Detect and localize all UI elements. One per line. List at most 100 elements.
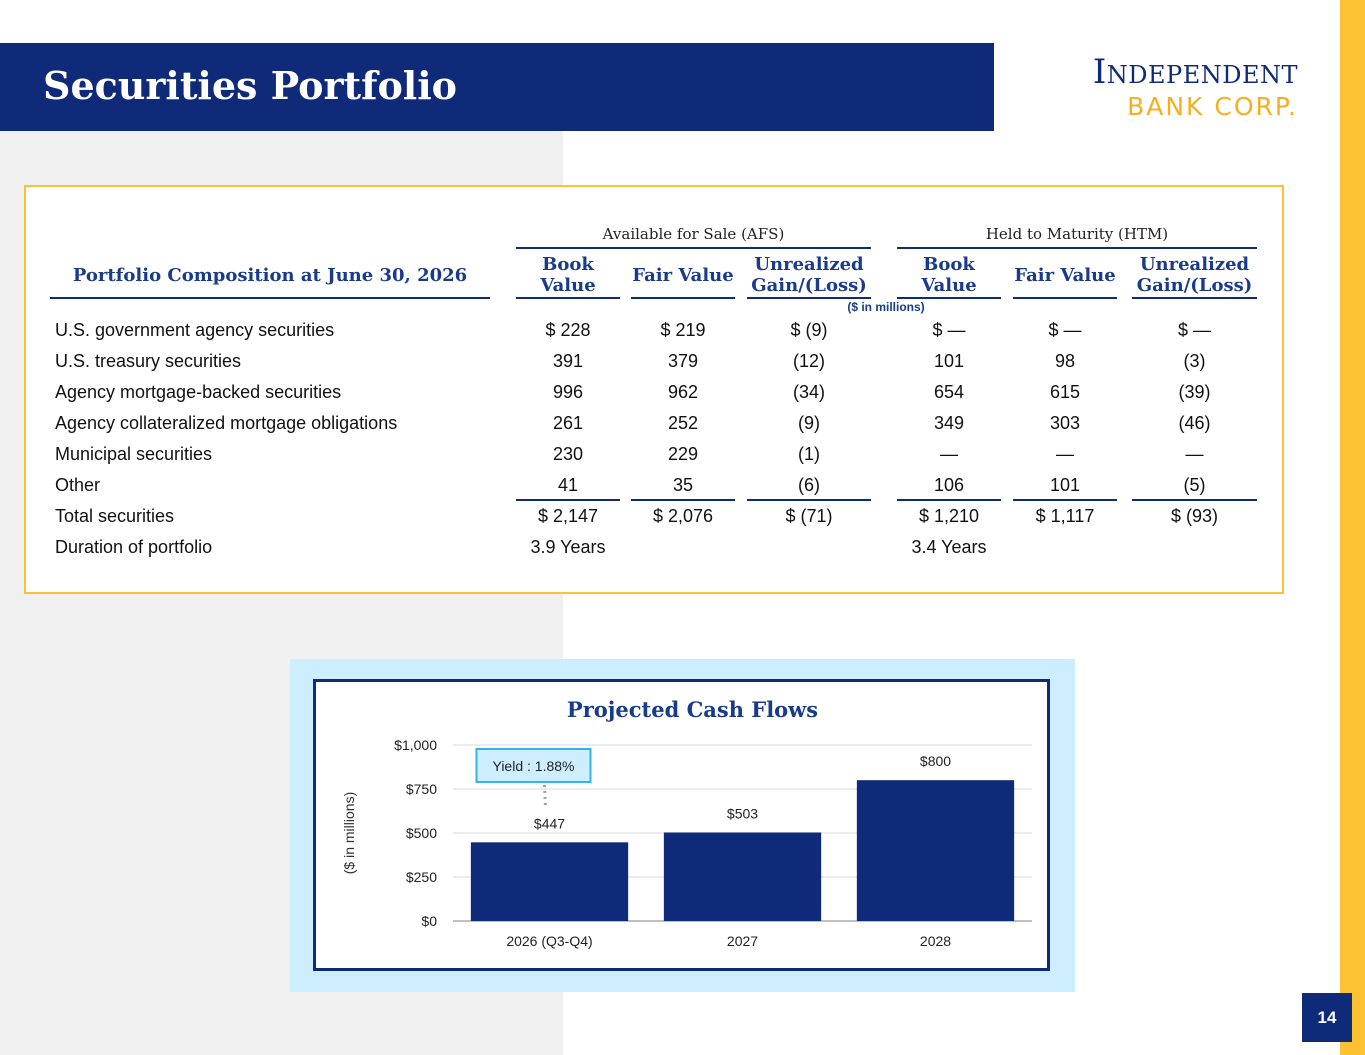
table-cell: 106: [933, 475, 965, 495]
table-cell: 391: [552, 351, 584, 371]
row-label: Agency collateralized mortgage obligatio…: [55, 413, 398, 433]
col-underline: [516, 297, 620, 299]
page-number: 14: [1302, 993, 1352, 1042]
chart-frame: Projected Cash Flows ($ in millions) $0 $25…: [313, 679, 1050, 971]
row-label: Municipal securities: [55, 444, 213, 464]
table-row: Agency mortgage-backed securities 996 962 (…: [26, 377, 1282, 408]
table-cell: (6): [798, 475, 820, 495]
title-band: Securities Portfolio: [0, 43, 994, 131]
table-row: Municipal securities 230 229 (1) — — —: [26, 439, 1282, 470]
table-cell: $ —: [1177, 320, 1211, 340]
table-cell: [1013, 532, 1117, 563]
table-cell: 35: [672, 475, 694, 495]
table-cell: $ 1,210: [918, 506, 980, 526]
row-label: Other: [55, 475, 101, 495]
col-underline: [1013, 297, 1117, 299]
table-cell: —: [1185, 444, 1204, 464]
logo-wordmark: Independent: [1092, 52, 1298, 92]
table-cell: $ 1,117: [1035, 506, 1095, 526]
table-cell: 654: [933, 382, 965, 402]
row-label: Duration of portfolio: [55, 537, 213, 557]
subtotal-line: [631, 499, 735, 501]
bar-2: [663, 832, 822, 921]
table-cell: 98: [1054, 351, 1076, 371]
group-header-htm: Held to Maturity (HTM): [985, 225, 1169, 243]
subtotal-line: [747, 499, 871, 501]
col-underline: [1132, 297, 1257, 299]
y-tick-label: $500: [406, 825, 437, 841]
table-cell: (39): [1178, 382, 1211, 402]
table-cell: 379: [667, 351, 699, 371]
row-label: Agency mortgage-backed securities: [55, 382, 342, 402]
table-cell: (9): [798, 413, 820, 433]
table-cell: 962: [667, 382, 699, 402]
group-underline-afs: [516, 247, 871, 249]
table-cell: $ (93): [1170, 506, 1219, 526]
subtotal-line: [1132, 499, 1257, 501]
table-cell: (34): [792, 382, 825, 402]
table-row: U.S. government agency securities $ 228 $ …: [26, 315, 1282, 346]
table-cell: (46): [1178, 413, 1211, 433]
data-label: $503: [727, 805, 758, 821]
y-tick-label: $0: [421, 913, 437, 929]
table-row: Duration of portfolio 3.9 Years 3.4 Years: [26, 532, 1282, 563]
table-cell: —: [1056, 444, 1074, 464]
col-header-htm-gain: Unrealized Gain/(Loss): [1136, 254, 1253, 296]
col-header-htm-fair: Fair Value: [1014, 264, 1116, 286]
col-header-afs-book: Book Value: [540, 254, 596, 296]
annotation-box: [475, 748, 592, 783]
logo-subtitle: BANK CORP.: [1127, 92, 1298, 121]
table-cell: [747, 532, 871, 563]
table-cell: $ —: [1048, 320, 1082, 340]
table-cell: 101: [933, 351, 965, 371]
table-cell: 261: [552, 413, 584, 433]
table-cell: (12): [792, 351, 825, 371]
table-cell: —: [940, 444, 958, 464]
chart-panel: Projected Cash Flows ($ in millions) $0 $25…: [290, 659, 1075, 992]
table-cell: $ (71): [785, 506, 833, 526]
table-cell: 303: [1049, 413, 1081, 433]
col-underline: [747, 297, 871, 299]
table-cell: 230: [552, 444, 584, 464]
subtotal-line: [897, 499, 1001, 501]
col-header-afs-gain: Unrealized Gain/(Loss): [751, 254, 867, 296]
annotation-leader: [543, 784, 547, 808]
x-tick-label: 2026 (Q3-Q4): [506, 933, 592, 949]
bar-3: [856, 780, 1015, 921]
accent-stripe: [1340, 0, 1365, 1055]
table-cell: 3.9 Years: [530, 537, 606, 557]
table-cell: $ 2,147: [537, 506, 599, 526]
company-logo: Independent BANK CORP.: [1000, 52, 1298, 122]
table-cell: 41: [557, 475, 579, 495]
portfolio-table: Available for Sale (AFS) Held to Maturit…: [24, 185, 1284, 594]
table-row: Other 41 35 (6) 106 101 (5): [26, 470, 1282, 501]
y-axis-label: ($ in millions): [341, 792, 357, 874]
x-tick-label: 2027: [727, 933, 758, 949]
group-header-afs: Available for Sale (AFS): [602, 225, 785, 243]
col-header-htm-book: Book Value: [921, 254, 977, 296]
table-cell: 349: [933, 413, 965, 433]
data-label: $447: [534, 815, 565, 831]
page-title: Securities Portfolio: [43, 63, 458, 108]
table-row: Total securities $ 2,147 $ 2,076 $ (71) $ 1,…: [26, 501, 1282, 532]
projected-cash-flows-chart: Projected Cash Flows ($ in millions) $0 $25…: [341, 697, 1032, 949]
units-note: ($ in millions): [847, 300, 925, 314]
table-cell: $ 2,076: [652, 506, 714, 526]
table-cell: $ 219: [660, 320, 706, 340]
chart-title: Projected Cash Flows: [567, 697, 818, 722]
table-cell: (3): [1183, 351, 1206, 371]
col-header-afs-fair: Fair Value: [632, 264, 734, 286]
table-cell: 615: [1049, 382, 1081, 402]
x-tick-label: 2028: [920, 933, 951, 949]
table-cell: [631, 532, 735, 563]
table-cell: 229: [667, 444, 699, 464]
table-cell: 3.4 Years: [911, 537, 987, 557]
table-cell: (5): [1183, 475, 1206, 495]
bar-1: [470, 842, 629, 921]
row-label: U.S. government agency securities: [55, 320, 335, 340]
y-tick-label: $750: [406, 781, 437, 797]
row-label: Total securities: [55, 506, 175, 526]
table-cell: [1132, 532, 1257, 563]
subtotal-line: [1013, 499, 1117, 501]
table-row: Agency collateralized mortgage obligatio…: [26, 408, 1282, 439]
